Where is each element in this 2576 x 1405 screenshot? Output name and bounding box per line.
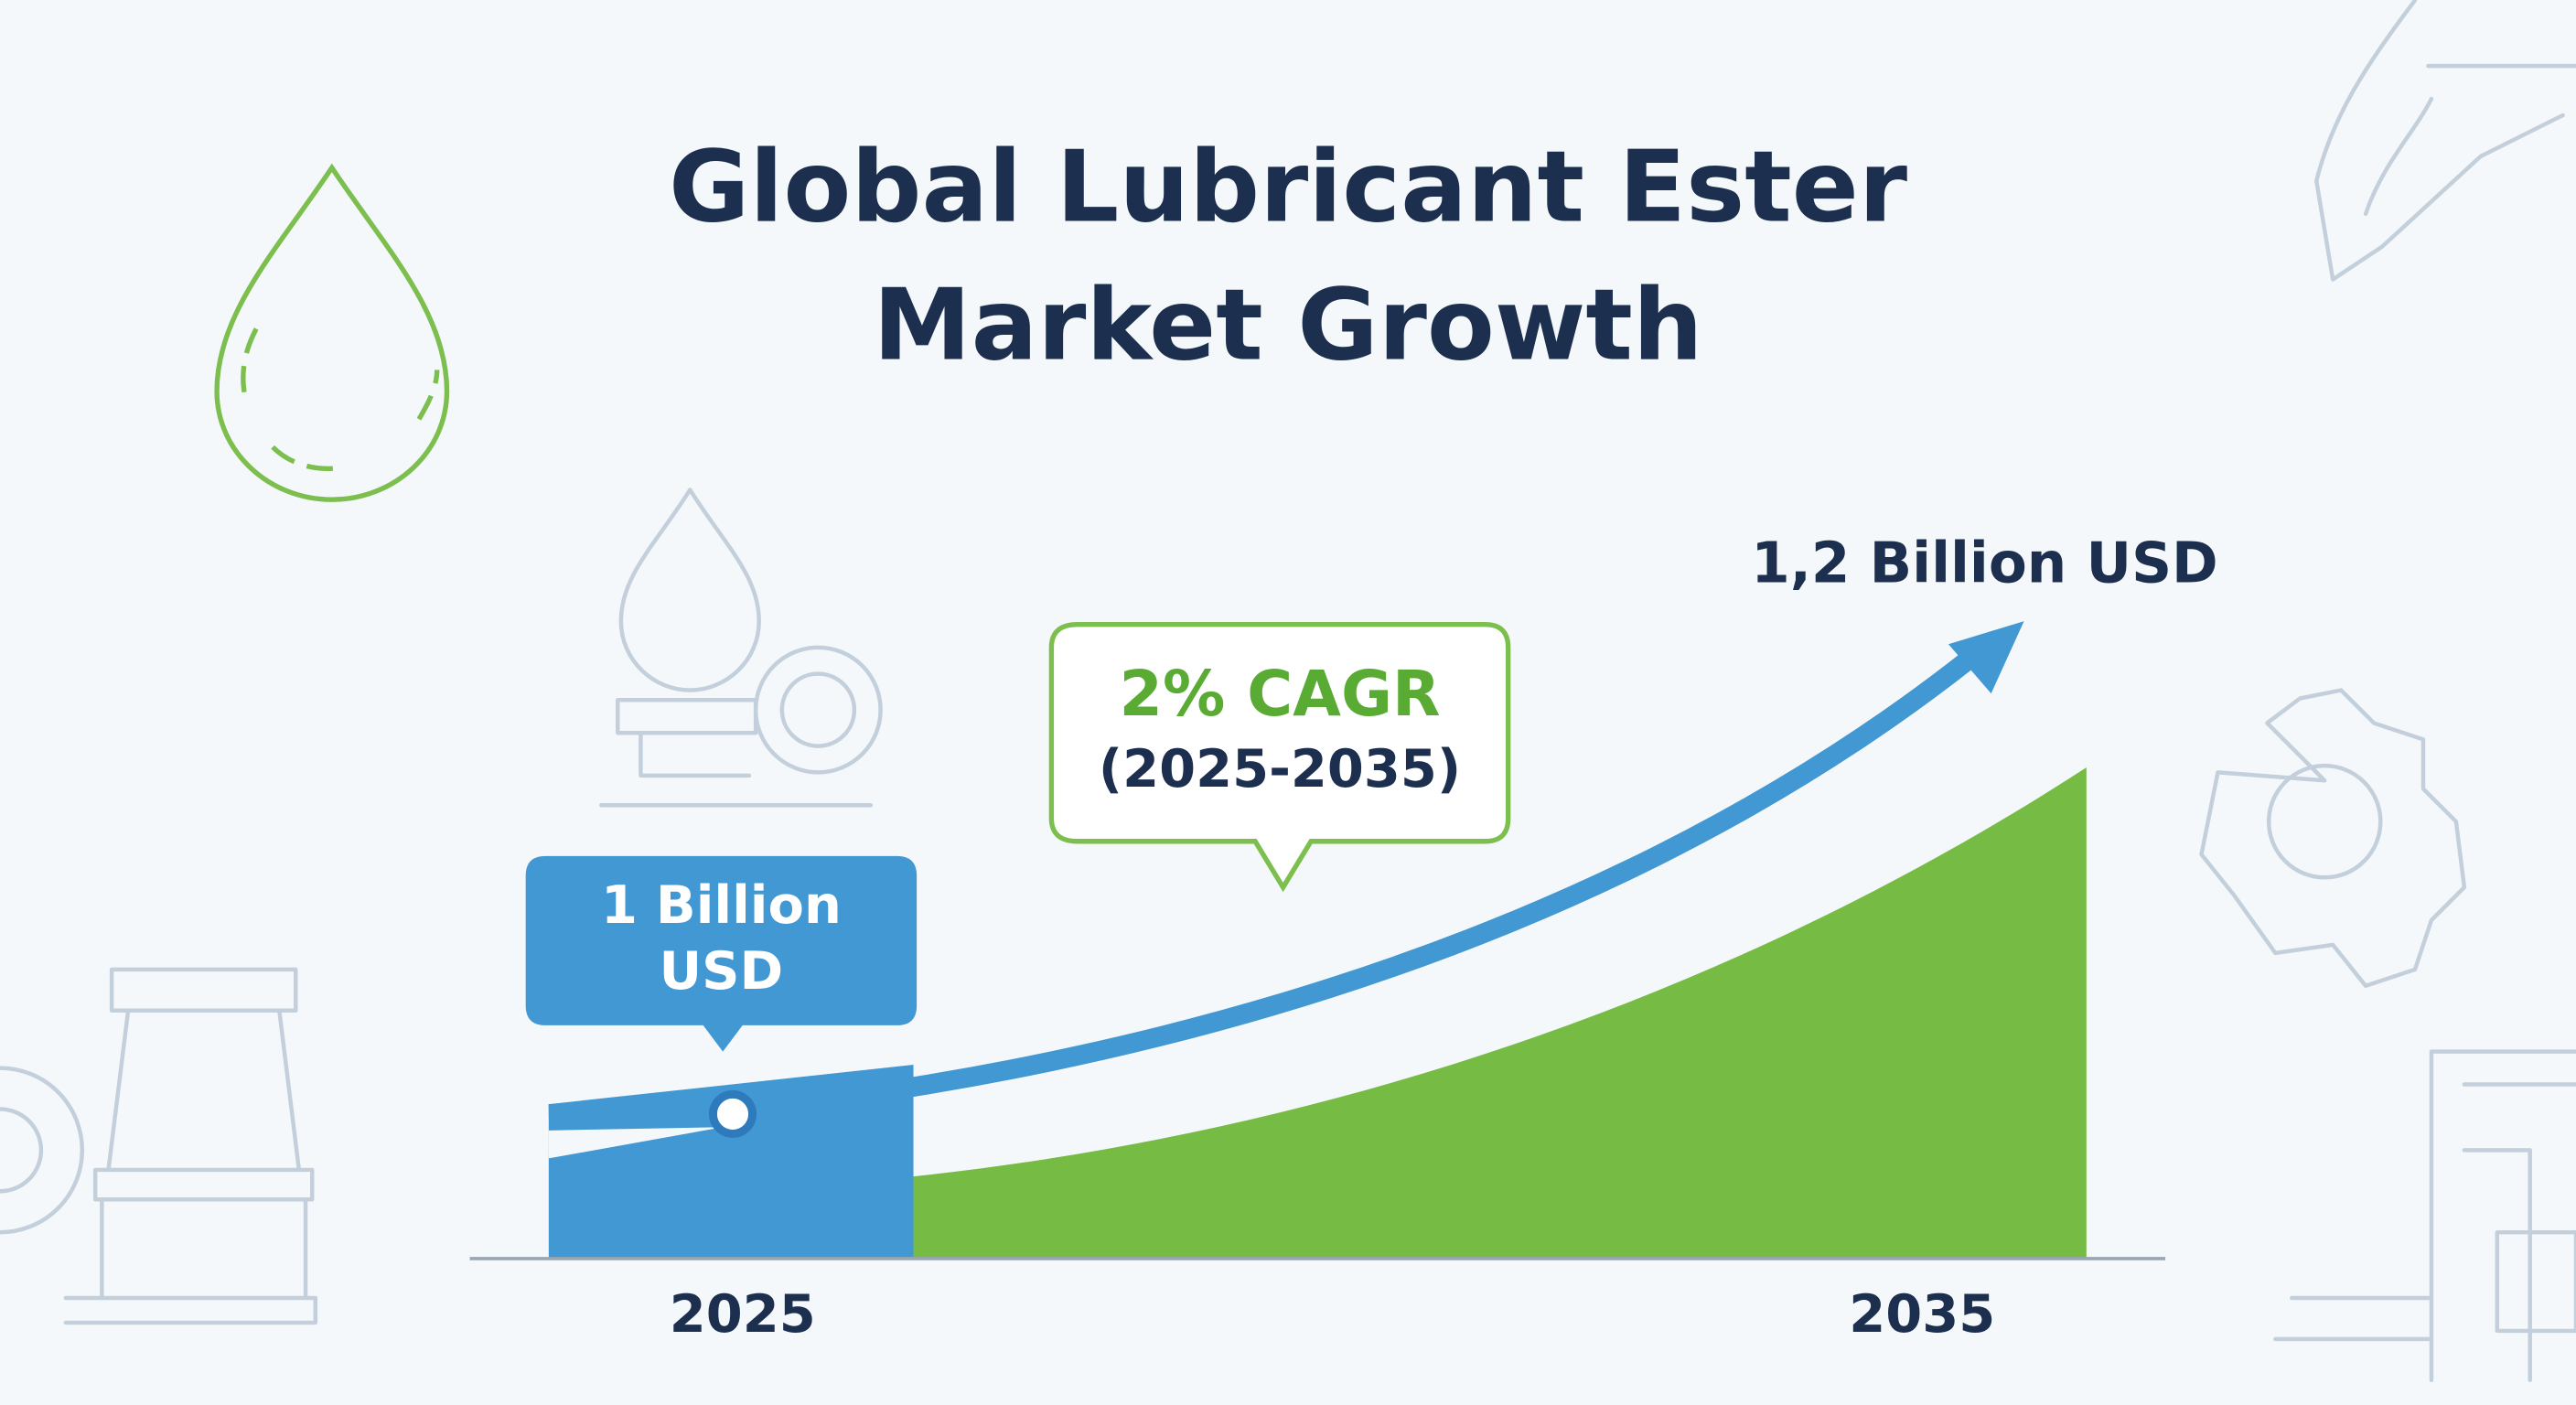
- arrow-notch: [548, 1127, 724, 1159]
- start-label: 1 Billion: [601, 874, 842, 936]
- start-point: [708, 1089, 757, 1138]
- cagr-bubble: [1048, 621, 1511, 893]
- factory-icon: [2273, 1049, 2576, 1383]
- machine-icon: [599, 698, 874, 808]
- start-bubble: [525, 855, 918, 1052]
- growth-arrow: [548, 649, 1978, 1124]
- arrow-head: [1948, 621, 2024, 694]
- start-label: USD: [660, 940, 784, 1002]
- gear-icon-inner: [779, 671, 857, 748]
- title-line: Market Growth: [873, 268, 1702, 382]
- title-line: Global Lubricant Ester: [669, 130, 1907, 244]
- left-gear-inner: [0, 1107, 44, 1194]
- year-label: 2025: [670, 1283, 816, 1345]
- period-label: (2025-2035): [1099, 738, 1461, 799]
- small-drop-icon: [618, 488, 761, 692]
- year-label: 2035: [1849, 1283, 1995, 1345]
- oil-drop-icon: [214, 163, 450, 502]
- end-label: 1,2 Billion USD: [1751, 531, 2218, 595]
- left-gear-icon: [0, 1066, 85, 1235]
- right-gear-inner: [2266, 763, 2383, 880]
- bottle-icon: [63, 967, 318, 1325]
- pump-nozzle-icon: [2314, 0, 2576, 282]
- oil-drop-shine: [241, 327, 440, 472]
- cagr-label: 2% CAGR: [1119, 659, 1440, 731]
- right-gear-icon: [2199, 688, 2467, 989]
- green-area: [913, 767, 2087, 1259]
